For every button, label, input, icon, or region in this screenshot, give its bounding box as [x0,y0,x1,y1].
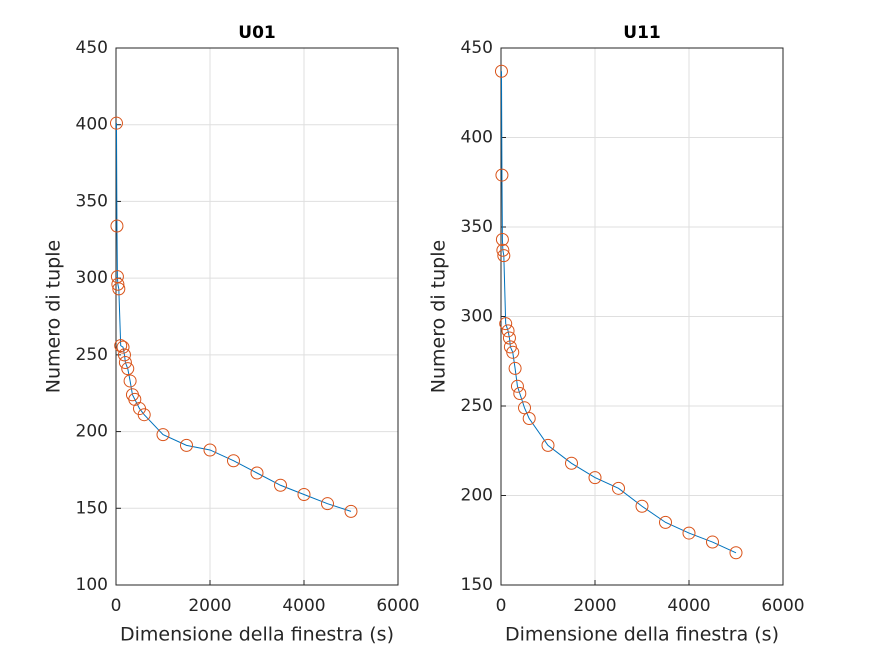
data-point [513,386,527,400]
y-tick-label: 150 [76,498,108,518]
data-point [114,339,128,353]
data-point [121,362,135,376]
data-point [496,243,510,257]
axes-box [115,47,399,586]
x-tick-label: 0 [496,596,507,616]
x-tick-label: 6000 [376,596,419,616]
y-tick-label: 300 [76,268,108,288]
x-tick-label: 2000 [573,596,616,616]
y-tick-label: 250 [76,345,108,365]
data-point [706,535,719,549]
y-tick-label: 300 [461,307,493,327]
data-point [180,438,193,452]
x-axis-label: Dimensione della finestra (s) [120,624,394,646]
chart-title: U11 [623,23,660,43]
y-tick-label: 150 [461,575,493,595]
data-point [495,233,509,247]
data-point [297,487,311,501]
y-tick-label: 450 [76,38,108,58]
data-point [635,499,649,513]
y-tick-label: 200 [461,486,493,506]
plot-area [116,48,398,585]
data-point [506,345,520,359]
data-point [118,356,132,370]
data-point [497,249,511,263]
data-point [109,116,123,130]
data-point [116,340,130,354]
data-line [115,123,352,512]
data-point [502,331,516,345]
x-tick-label: 6000 [761,596,804,616]
data-point [494,64,508,78]
y-tick-label: 450 [461,38,493,58]
data-point [111,277,125,291]
data-point [156,428,170,442]
axes-box [500,47,784,586]
data-point [112,282,126,296]
data-point [203,443,217,457]
data-point [518,401,531,415]
data-point [117,348,131,362]
data-point [508,361,522,375]
data-point [588,471,602,485]
y-axis-label: Numero di tuple [428,240,450,393]
data-point [344,504,358,518]
data-point [659,515,672,529]
x-tick-label: 2000 [188,596,231,616]
data-point [321,497,334,511]
subplot: 0 2000 4000 6000 100 150 200 250 300 350 400 450 U01… [43,23,420,646]
data-point [565,456,578,470]
data-point [499,317,513,331]
data-point [123,374,137,388]
y-tick-label: 400 [461,128,493,148]
x-tick-label: 4000 [667,596,710,616]
x-axis-label: Dimensione della finestra (s) [505,624,779,646]
data-point [612,481,625,495]
y-tick-label: 400 [76,115,108,135]
data-point [274,478,287,492]
data-point [682,526,696,540]
data-point [729,546,743,560]
data-point [541,438,555,452]
data-point [495,168,509,182]
data-point [137,408,151,422]
y-tick-label: 250 [461,396,493,416]
data-point [501,324,515,338]
data-point [250,466,264,480]
subplot: 0 2000 4000 6000 150 200 250 300 350 400 450 U11 Dim… [428,23,805,646]
x-tick-label: 4000 [282,596,325,616]
data-point [227,454,240,468]
y-tick-label: 350 [461,217,493,237]
y-tick-label: 100 [76,575,108,595]
y-tick-label: 350 [76,191,108,211]
y-axis-label: Numero di tuple [43,240,65,393]
data-point [522,412,536,426]
data-line [500,71,737,554]
y-tick-label: 200 [76,422,108,442]
data-point [510,379,524,393]
data-point [110,219,124,233]
x-tick-label: 0 [111,596,122,616]
chart-title: U01 [238,23,275,43]
